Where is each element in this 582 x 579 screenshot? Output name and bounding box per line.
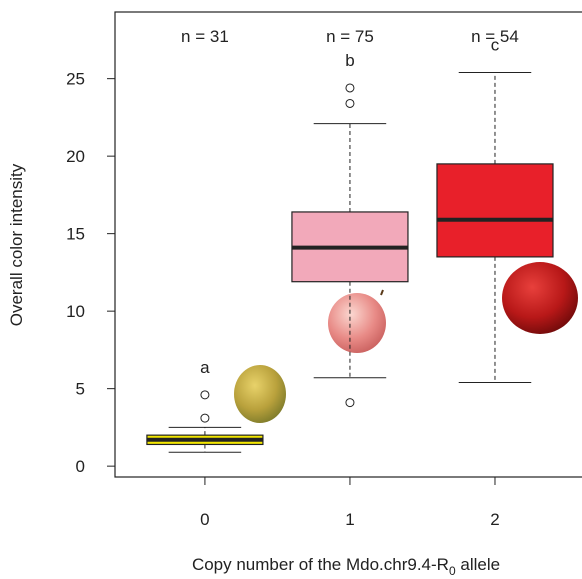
- y-axis-label: Overall color intensity: [7, 163, 26, 326]
- significance-letter: b: [345, 51, 354, 70]
- y-tick-label: 0: [76, 457, 85, 476]
- n-label: n = 75: [326, 27, 374, 46]
- outlier: [346, 399, 354, 407]
- y-tick-label: 5: [76, 380, 85, 399]
- box: [437, 164, 553, 257]
- y-tick-label: 25: [66, 70, 85, 89]
- apple-yellow: [234, 365, 286, 423]
- x-axis-label-main: Copy number of the Mdo.chr9.4-R: [192, 555, 449, 574]
- y-tick-label: 15: [66, 225, 85, 244]
- outlier: [201, 391, 209, 399]
- significance-letter: c: [491, 35, 500, 54]
- apple-pink: [328, 293, 386, 353]
- x-tick-label: 2: [490, 510, 499, 529]
- apple-red: [502, 262, 578, 334]
- significance-letter: a: [200, 358, 210, 377]
- apple-images: [234, 262, 578, 423]
- n-label: n = 31: [181, 27, 229, 46]
- x-tick-label: 1: [345, 510, 354, 529]
- apple-stem: [381, 290, 383, 295]
- x-tick-label: 0: [200, 510, 209, 529]
- x-axis-label-suffix: allele: [456, 555, 500, 574]
- outlier: [346, 84, 354, 92]
- outlier: [201, 414, 209, 422]
- y-tick-label: 10: [66, 302, 85, 321]
- outlier: [346, 99, 354, 107]
- y-tick-label: 20: [66, 147, 85, 166]
- chart: Overall color intensity Copy number of t…: [0, 0, 582, 579]
- x-axis-label: Copy number of the Mdo.chr9.4-R0 allele: [192, 555, 500, 578]
